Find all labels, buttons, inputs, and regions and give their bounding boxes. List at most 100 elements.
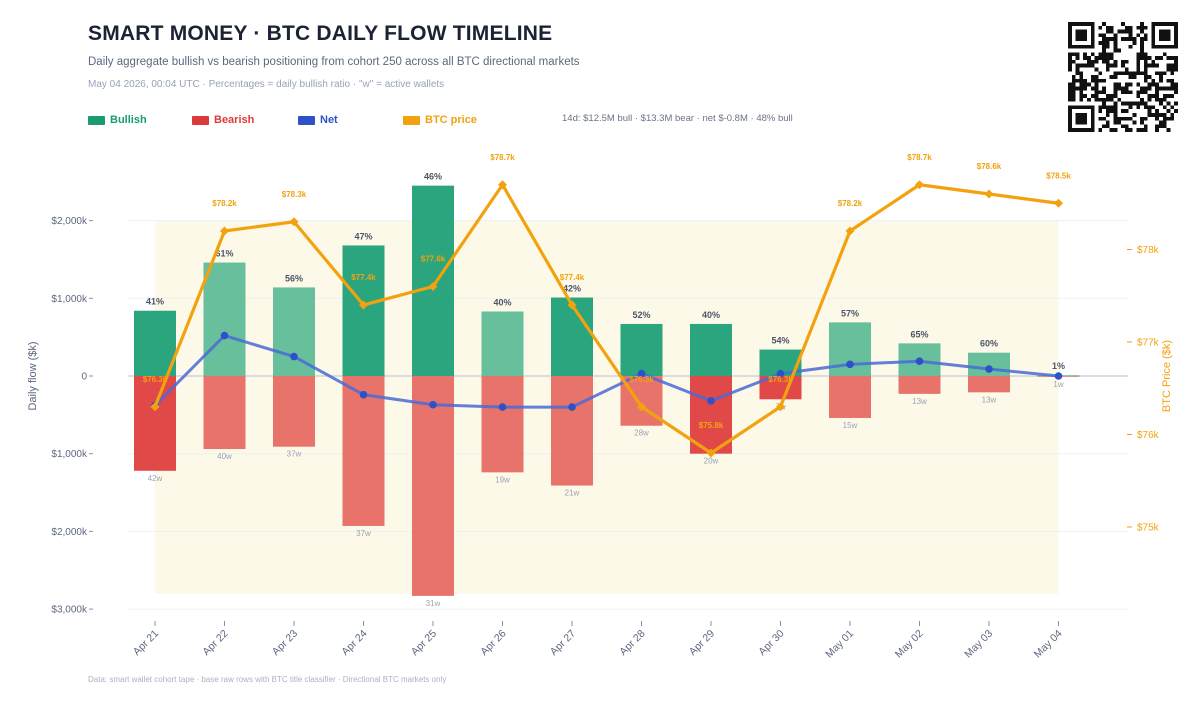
bullish-pct-label: 52% xyxy=(632,310,650,320)
net-swatch xyxy=(298,115,315,125)
btc-price-point xyxy=(428,282,438,291)
y-tick-label: $1,000k xyxy=(51,449,88,460)
bullish-pct-label: 1% xyxy=(1052,361,1065,371)
bullish-pct-label: 61% xyxy=(215,249,233,259)
wallet-count-label: 20w xyxy=(704,457,719,466)
net-point xyxy=(846,360,854,369)
x-tick-label: May 03 xyxy=(962,628,995,661)
wallet-count-label: 31w xyxy=(426,599,441,608)
btc-price-label: $76.3k xyxy=(629,375,654,384)
btc-price-label: $77.4k xyxy=(560,273,585,282)
x-tick-label: Apr 25 xyxy=(409,628,439,658)
y-tick-label: 0 xyxy=(81,372,87,383)
btc-price-label: $78.7k xyxy=(907,153,932,162)
btc-price-label: $78.7k xyxy=(490,153,515,162)
btc-price-point xyxy=(567,300,577,310)
net-point xyxy=(568,403,576,411)
legend-label-btc-price: BTC price xyxy=(425,114,477,126)
bearish-bar xyxy=(829,376,871,418)
y2-tick-label: $76k xyxy=(1137,430,1160,441)
x-tick-label: Apr 27 xyxy=(548,628,578,658)
x-tick-label: Apr 26 xyxy=(478,628,508,658)
x-tick-label: Apr 29 xyxy=(687,628,717,658)
bullish-pct-label: 65% xyxy=(910,329,928,339)
bullish-bar xyxy=(203,262,246,376)
wallet-count-label: 42w xyxy=(148,474,163,483)
wallet-count-label: 28w xyxy=(634,429,649,438)
wallet-count-label: 37w xyxy=(287,450,302,459)
bullish-bar xyxy=(134,310,176,376)
btc-price-label: $78.3k xyxy=(282,190,307,199)
bullish-bar xyxy=(551,297,593,376)
x-tick-label: Apr 21 xyxy=(131,628,161,658)
net-point xyxy=(915,357,924,366)
btc-price-line xyxy=(153,183,1059,455)
btc-price-point xyxy=(845,226,855,236)
net-point xyxy=(220,331,229,340)
x-tick-label: Apr 23 xyxy=(270,628,300,658)
net-point xyxy=(1054,372,1063,380)
bullish-pct-label: 60% xyxy=(980,339,998,349)
btc-price-point xyxy=(498,180,507,190)
x-tick-label: May 04 xyxy=(1032,628,1065,661)
legend-label-bearish: Bearish xyxy=(214,114,255,126)
legend-item-bearish[interactable]: Bearish xyxy=(192,112,254,128)
bearish-bar xyxy=(273,376,315,447)
y2-tick-label: $78k xyxy=(1137,245,1160,256)
bearish-bar xyxy=(342,376,385,526)
page-subtitle: Daily aggregate bullish vs bearish posit… xyxy=(88,56,580,68)
y-axis-title: Daily flow ($k) xyxy=(27,341,39,410)
btc-price-point xyxy=(359,300,368,310)
wallet-count-label: 40w xyxy=(217,452,232,461)
bullish-pct-label: 47% xyxy=(354,231,372,241)
bullish-bar xyxy=(412,185,454,376)
net-point xyxy=(290,352,298,361)
net-point xyxy=(359,390,368,399)
wallet-count-label: 19w xyxy=(495,475,510,484)
bearish-bar xyxy=(551,376,593,486)
wallet-count-label: 1w xyxy=(1053,380,1063,389)
bullish-pct-label: 54% xyxy=(771,336,789,346)
legend-item-btc-price[interactable]: BTC price xyxy=(403,112,477,128)
bearish-bar xyxy=(412,376,454,596)
bullish-pct-label: 46% xyxy=(424,172,442,182)
x-tick-label: May 02 xyxy=(893,628,926,661)
net-point xyxy=(776,369,785,378)
bullish-pct-label: 40% xyxy=(702,310,720,320)
wallet-count-label: 15w xyxy=(843,421,858,430)
bearish-swatch xyxy=(192,115,209,125)
x-tick-label: May 01 xyxy=(823,628,856,661)
bullish-swatch xyxy=(88,115,105,125)
bullish-bar xyxy=(481,311,524,376)
page-title: SMART MONEY · BTC DAILY FLOW TIMELINE xyxy=(88,22,553,45)
bullish-pct-label: 40% xyxy=(493,298,511,308)
legend-item-bullish[interactable]: Bullish xyxy=(88,112,147,128)
x-tick-label: Apr 28 xyxy=(617,628,647,658)
qr-code-icon[interactable] xyxy=(1068,22,1178,132)
y-tick-label: $1,000k xyxy=(51,294,88,305)
bullish-pct-label: 57% xyxy=(841,308,859,318)
y2-tick-label: $77k xyxy=(1137,338,1160,349)
btc-price-label: $76.3k xyxy=(143,375,168,384)
btc-price-label: $77.4k xyxy=(351,273,376,282)
legend-item-net[interactable]: Net xyxy=(298,112,338,128)
net-point xyxy=(498,403,507,411)
bearish-bar xyxy=(203,376,246,450)
legend-label-bullish: Bullish xyxy=(110,114,147,126)
net-point xyxy=(637,369,646,378)
y2-tick-label: $75k xyxy=(1137,523,1160,534)
y-tick-label: $2,000k xyxy=(51,216,88,227)
net-point xyxy=(429,400,437,409)
x-tick-label: Apr 24 xyxy=(339,628,369,658)
bearish-bar xyxy=(898,376,941,394)
bullish-pct-label: 41% xyxy=(146,297,164,307)
btc-price-point xyxy=(984,189,994,199)
btc-price-label: $76.3k xyxy=(768,375,793,384)
bullish-bar xyxy=(342,245,385,376)
btc-price-point xyxy=(1054,198,1063,208)
net-point xyxy=(707,397,715,405)
bearish-bar xyxy=(690,376,732,454)
btc-price-label: $77.6k xyxy=(421,255,446,264)
btc-price-point xyxy=(150,402,160,412)
footer-source: Data: smart wallet cohort tape · base ra… xyxy=(88,675,447,684)
